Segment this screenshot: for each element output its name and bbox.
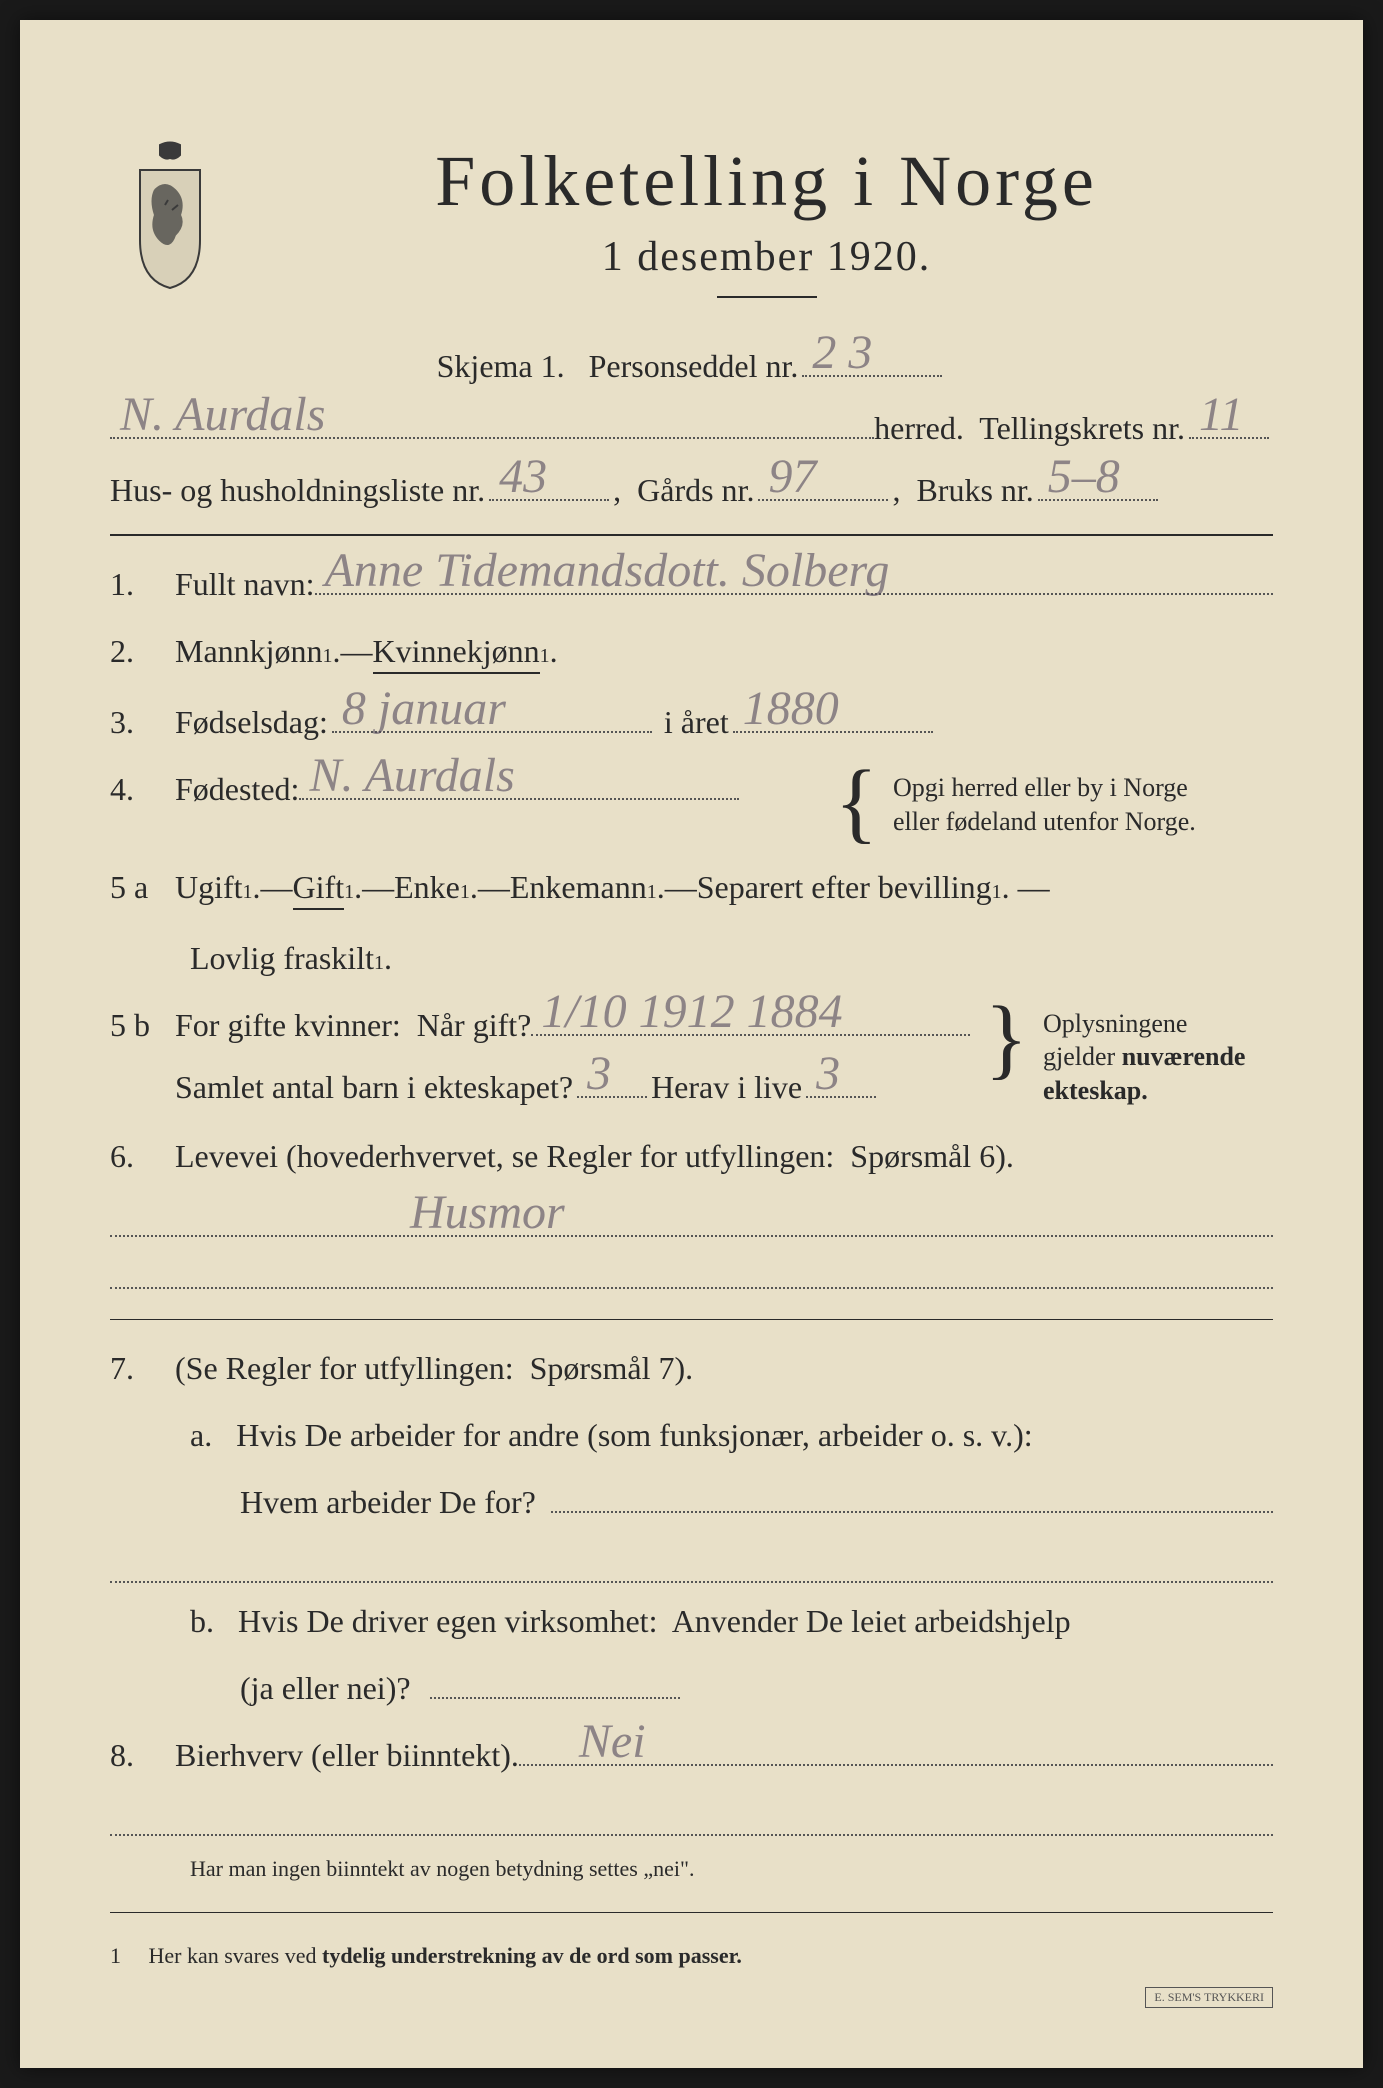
tellingskrets-value: 11 <box>1199 387 1243 442</box>
footnote-text: Her kan svares ved tydelig understreknin… <box>149 1943 742 1968</box>
q5b-line2: Samlet antal barn i ekteskapet? <box>175 1069 573 1106</box>
divider <box>110 1319 1273 1320</box>
divider <box>110 1912 1273 1913</box>
q1-value: Anne Tidemandsdott. Solberg <box>325 543 890 598</box>
q5a-separert: Separert efter bevilling <box>697 869 992 906</box>
herred-value: N. Aurdals <box>120 387 325 442</box>
q5b-note2b: nuværende <box>1122 1042 1246 1071</box>
q2-kvinne: Kvinnekjønn <box>373 633 540 674</box>
q8-value: Nei <box>579 1714 646 1769</box>
q5a-ugift: Ugift <box>175 869 243 906</box>
q5b-herav-value: 3 <box>816 1046 840 1101</box>
q6-value: Husmor <box>410 1185 565 1240</box>
bruks-label: , Bruks nr. <box>892 472 1033 509</box>
q2-num: 2. <box>110 633 160 670</box>
q8-label: Bierhverv (eller biinntekt). <box>175 1737 519 1774</box>
q3-label: Fødselsdag: <box>175 704 328 741</box>
brace-icon: } <box>985 1007 1028 1070</box>
brace-icon: { <box>835 771 878 834</box>
q2-mann: Mannkjønn <box>175 633 323 670</box>
q5b-line1: For gifte kvinner: Når gift? <box>175 1007 531 1044</box>
q4-note2: eller fødeland utenfor Norge. <box>893 805 1273 839</box>
gards-value: 97 <box>768 449 816 504</box>
personseddel-value: 2 3 <box>812 325 872 380</box>
schema-label: Skjema 1. Personseddel nr. <box>437 348 799 385</box>
hus-label: Hus- og husholdningsliste nr. <box>110 472 485 509</box>
q1-label: Fullt navn: <box>175 566 315 603</box>
q3-day-value: 8 januar <box>342 681 506 736</box>
bruks-value: 5–8 <box>1048 449 1120 504</box>
q5b-num: 5 b <box>110 1007 160 1044</box>
q7a-sub: Hvem arbeider De for? <box>240 1484 536 1521</box>
footnote-num: 1 <box>110 1943 121 1968</box>
q7b-label: b. Hvis De driver egen virksomhet: Anven… <box>190 1603 1071 1640</box>
q7-num: 7. <box>110 1350 160 1387</box>
coat-of-arms-icon <box>110 140 230 290</box>
q5b-naargift-value: 1/10 1912 1884 <box>541 984 842 1039</box>
q4-note1: Opgi herred eller by i Norge <box>893 771 1273 805</box>
q4-value: N. Aurdals <box>309 748 514 803</box>
q5a-gift: Gift <box>293 869 345 910</box>
q3-year-value: 1880 <box>743 681 839 736</box>
q5b-barn-value: 3 <box>587 1046 611 1101</box>
herred-label: herred. Tellingskrets nr. <box>874 410 1185 447</box>
q7a-label: a. Hvis De arbeider for andre (som funks… <box>190 1417 1033 1454</box>
q7b-sub: (ja eller nei)? <box>240 1670 411 1707</box>
q5b-herav-label: Herav i live <box>651 1069 802 1106</box>
q5b-note1: Oplysningene <box>1043 1007 1273 1041</box>
q5a-lovlig: Lovlig fraskilt <box>190 940 374 977</box>
hus-value: 43 <box>499 449 547 504</box>
q2-sep: — <box>341 633 373 670</box>
q2-dot2: . <box>550 633 558 670</box>
printer-mark: E. SEM'S TRYKKERI <box>1145 1987 1273 2008</box>
q5b-note3: ekteskap. <box>1043 1074 1273 1108</box>
q3-mid: i året <box>656 704 729 741</box>
q6-label: Levevei (hovederhvervet, se Regler for u… <box>175 1138 1014 1175</box>
q5a-enke: Enke <box>394 869 460 906</box>
q4-label: Fødested: <box>175 771 299 808</box>
gards-label: , Gårds nr. <box>613 472 754 509</box>
title-rule <box>717 296 817 298</box>
q5b-note2: gjelder <box>1043 1042 1122 1071</box>
q5a-num: 5 a <box>110 869 160 906</box>
q4-num: 4. <box>110 771 160 808</box>
q8-num: 8. <box>110 1737 160 1774</box>
bottom-note: Har man ingen biinntekt av nogen betydni… <box>110 1856 1273 1882</box>
q7-label: (Se Regler for utfyllingen: Spørsmål 7). <box>175 1350 693 1387</box>
q2-dot1: . <box>333 633 341 670</box>
q5a-enkemann: Enkemann <box>510 869 647 906</box>
divider <box>110 534 1273 536</box>
q1-num: 1. <box>110 566 160 603</box>
subtitle-date: 1 desember 1920. <box>260 233 1273 281</box>
q3-num: 3. <box>110 704 160 741</box>
main-title: Folketelling i Norge <box>260 140 1273 223</box>
q6-num: 6. <box>110 1138 160 1175</box>
